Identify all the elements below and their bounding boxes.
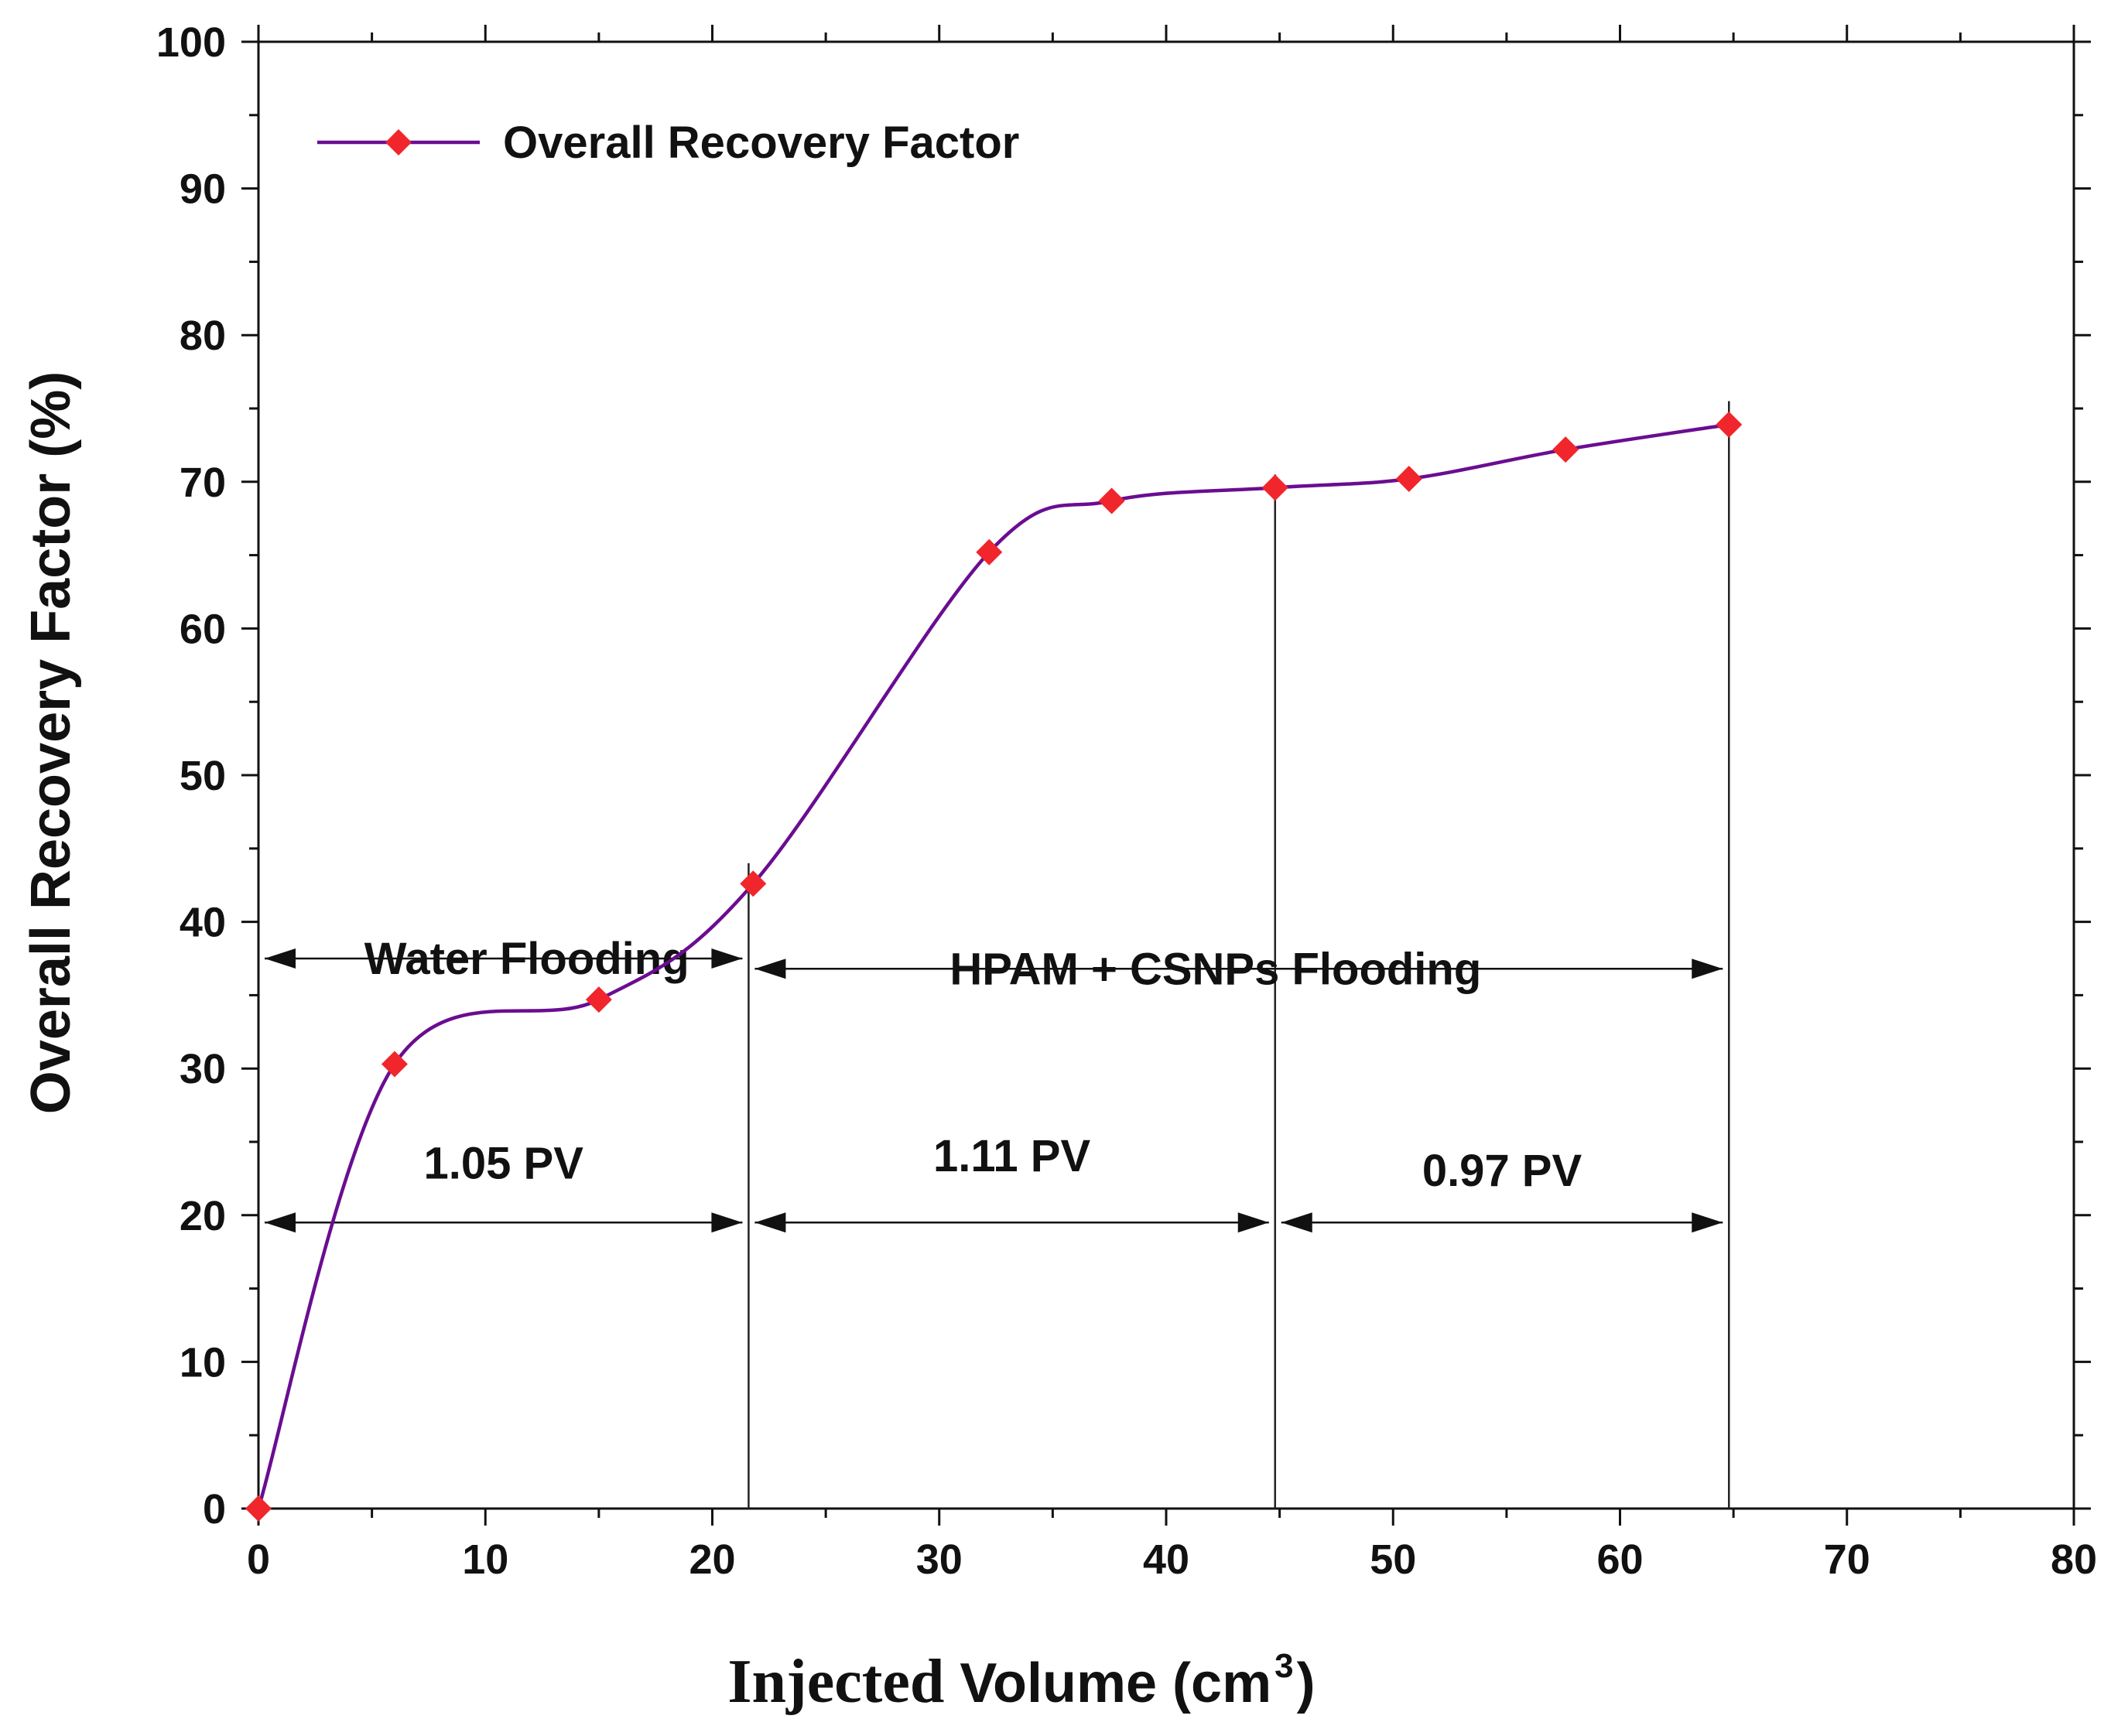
y-tick-label: 30 — [180, 1046, 226, 1092]
pv-segment-1-arrow-right — [711, 1212, 743, 1233]
x-axis-title-superscript: 3 — [1274, 1647, 1293, 1685]
data-point-marker — [1716, 411, 1743, 438]
y-tick-label: 20 — [180, 1193, 226, 1239]
data-point-marker — [1261, 474, 1288, 501]
data-point-marker — [585, 986, 612, 1013]
series-overall-recovery — [245, 411, 1743, 1522]
y-tick-label: 90 — [180, 166, 226, 213]
x-axis-title-close: ) — [1297, 1652, 1316, 1714]
y-tick-label: 60 — [180, 606, 226, 652]
hpam-flooding-range-arrow-left — [754, 959, 786, 979]
hpam-flooding-range-arrow-right — [1692, 959, 1723, 979]
plot-frame — [257, 40, 2075, 1510]
data-point-marker — [1395, 466, 1422, 493]
pv-label-1: 1.05 PV — [424, 1138, 584, 1188]
y-tick-label: 10 — [180, 1339, 226, 1386]
x-axis-title: Injected Volume (cm 3 ) — [727, 1647, 1315, 1716]
x-tick-label: 30 — [916, 1536, 963, 1583]
data-point-marker — [740, 870, 767, 897]
y-tick-label: 0 — [203, 1486, 226, 1533]
water-flooding-label: Water Flooding — [364, 934, 689, 984]
phase-boundary-lines — [748, 401, 1730, 1509]
data-point-marker — [1098, 487, 1125, 514]
pv-label-2: 1.11 PV — [933, 1131, 1090, 1181]
y-tick-label: 70 — [180, 460, 226, 506]
legend-marker-swatch — [385, 129, 412, 155]
data-point-marker — [245, 1495, 272, 1522]
x-tick-label: 70 — [1824, 1536, 1870, 1583]
x-axis-title-part2: Volume (cm — [960, 1652, 1271, 1714]
x-tick-label: 0 — [247, 1536, 270, 1583]
x-tick-label: 10 — [462, 1536, 508, 1583]
pv-label-3: 0.97 PV — [1422, 1146, 1582, 1196]
phase-annotations: 1.05 PV 1.11 PV 0.97 PV Water Flooding HPAM … — [265, 934, 1723, 1233]
pv-segment-2-arrow-right — [1237, 1212, 1269, 1233]
legend-label: Overall Recovery Factor — [503, 118, 1019, 168]
x-axis-title-part1: Injected — [727, 1648, 944, 1716]
y-tick-label: 80 — [180, 313, 226, 359]
y-tick-label: 100 — [156, 19, 226, 66]
data-point-marker — [381, 1051, 408, 1078]
pv-segment-3-arrow-right — [1692, 1212, 1723, 1233]
legend: Overall Recovery Factor — [317, 118, 1019, 168]
hpam-flooding-label: HPAM + CSNPs Flooding — [949, 944, 1481, 994]
x-tick-label: 60 — [1596, 1536, 1643, 1583]
y-axis-title: Overall Recovery Factor (%) — [20, 371, 82, 1114]
y-tick-label: 40 — [180, 900, 226, 946]
data-point-marker — [1552, 436, 1579, 463]
pv-segment-3-arrow-left — [1281, 1212, 1312, 1233]
y-tick-label: 50 — [180, 753, 226, 799]
pv-segment-2-arrow-left — [754, 1212, 786, 1233]
x-tick-label: 20 — [689, 1536, 735, 1583]
series-line-1 — [256, 422, 1730, 1509]
x-tick-label: 80 — [2051, 1536, 2097, 1583]
pv-segment-1-arrow-left — [265, 1212, 296, 1233]
x-tick-label: 40 — [1143, 1536, 1189, 1583]
axes-frame: 0 10 20 30 40 50 60 70 80 90 100 0 10 20 30 40 50 60 70 80 — [156, 19, 2097, 1583]
x-tick-label: 50 — [1370, 1536, 1416, 1583]
water-flooding-range-arrow-left — [265, 948, 296, 969]
data-point-marker — [976, 538, 1003, 566]
water-flooding-range-arrow-right — [711, 948, 743, 969]
